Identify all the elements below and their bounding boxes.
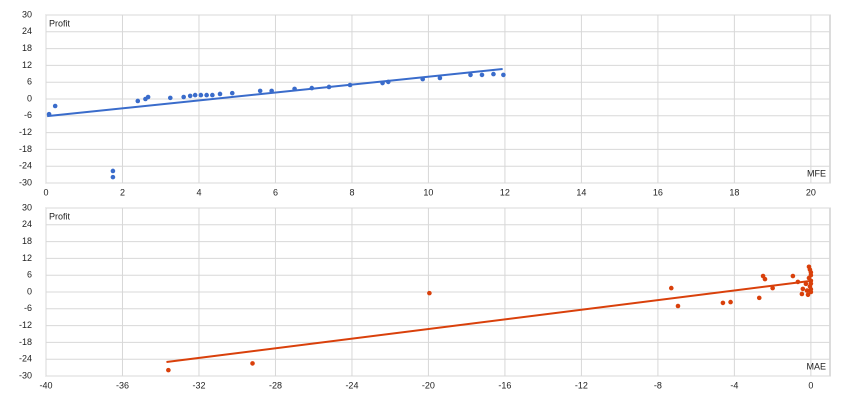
point xyxy=(501,72,506,78)
x-tick-label: 0 xyxy=(43,187,48,197)
y-tick-label: 18 xyxy=(22,236,32,246)
y-tick-label: -24 xyxy=(19,161,32,171)
x-tick-label: -8 xyxy=(654,380,662,390)
y-tick-label: -6 xyxy=(24,303,32,313)
y-tick-label: 30 xyxy=(22,9,32,19)
point xyxy=(804,288,810,293)
point xyxy=(210,92,215,98)
point xyxy=(204,92,209,98)
y-tick-label: -12 xyxy=(19,127,32,137)
y-axis-label: Profit xyxy=(49,18,71,28)
y-tick-label: -24 xyxy=(19,354,32,364)
point xyxy=(468,72,473,78)
y-tick-label: -18 xyxy=(19,337,32,347)
point xyxy=(52,103,58,109)
point xyxy=(675,303,681,309)
point xyxy=(110,168,116,174)
point xyxy=(181,94,186,100)
point xyxy=(192,92,198,98)
point xyxy=(803,281,809,287)
x-tick-label: 18 xyxy=(729,187,739,197)
point xyxy=(479,72,485,78)
y-tick-label: -30 xyxy=(19,177,32,187)
y-tick-label: 0 xyxy=(27,286,32,296)
y-tick-label: 12 xyxy=(22,60,32,70)
trend-line xyxy=(47,68,503,118)
point xyxy=(720,300,726,306)
point xyxy=(756,295,762,301)
point xyxy=(800,286,806,292)
x-tick-label: -16 xyxy=(498,380,511,390)
y-axis-label: Profit xyxy=(49,211,71,221)
x-tick-label: -28 xyxy=(269,380,282,390)
y-tick-label: 6 xyxy=(27,270,32,280)
point xyxy=(728,299,733,305)
point xyxy=(250,361,255,366)
x-tick-label: -20 xyxy=(422,380,435,390)
point xyxy=(808,289,814,295)
y-tick-label: -6 xyxy=(24,110,32,120)
point xyxy=(257,88,263,94)
y-tick-label: -30 xyxy=(19,370,32,380)
x-tick-label: 4 xyxy=(196,187,201,197)
point xyxy=(491,71,496,77)
y-tick-label: -18 xyxy=(19,144,32,154)
x-tick-label: 20 xyxy=(806,187,816,197)
trend-line xyxy=(166,280,810,363)
x-tick-label: -32 xyxy=(192,380,205,390)
x-tick-label: -40 xyxy=(39,380,52,390)
x-tick-label: -4 xyxy=(730,380,738,390)
x-tick-label: 10 xyxy=(423,187,433,197)
x-tick-label: -12 xyxy=(575,380,588,390)
x-tick-label: -24 xyxy=(345,380,358,390)
point xyxy=(229,90,235,96)
y-tick-label: 0 xyxy=(27,93,32,103)
y-tick-label: -12 xyxy=(19,320,32,330)
x-tick-label: 16 xyxy=(653,187,663,197)
point xyxy=(799,291,805,297)
point xyxy=(217,91,223,97)
point xyxy=(135,98,141,104)
point xyxy=(437,75,443,81)
point xyxy=(145,94,151,100)
x-tick-label: -36 xyxy=(116,380,129,390)
x-tick-label: 0 xyxy=(808,380,813,390)
point xyxy=(198,92,204,98)
point xyxy=(770,285,775,291)
point xyxy=(110,174,116,180)
y-tick-label: 24 xyxy=(22,219,32,229)
point xyxy=(187,93,193,99)
x-axis-label: MAE xyxy=(806,361,826,371)
point xyxy=(668,285,674,291)
x-tick-label: 2 xyxy=(120,187,125,197)
y-tick-label: 30 xyxy=(22,202,32,212)
x-tick-label: 14 xyxy=(576,187,586,197)
x-tick-label: 12 xyxy=(500,187,510,197)
point xyxy=(166,367,171,373)
point xyxy=(167,95,173,101)
point xyxy=(790,273,796,279)
point xyxy=(762,276,768,282)
point xyxy=(805,292,811,298)
y-tick-label: 6 xyxy=(27,77,32,87)
point xyxy=(427,290,432,296)
x-tick-label: 8 xyxy=(349,187,354,197)
y-tick-label: 24 xyxy=(22,26,32,36)
y-tick-label: 18 xyxy=(22,43,32,53)
x-axis-label: MFE xyxy=(807,168,826,178)
y-tick-label: 12 xyxy=(22,253,32,263)
x-tick-label: 6 xyxy=(273,187,278,197)
